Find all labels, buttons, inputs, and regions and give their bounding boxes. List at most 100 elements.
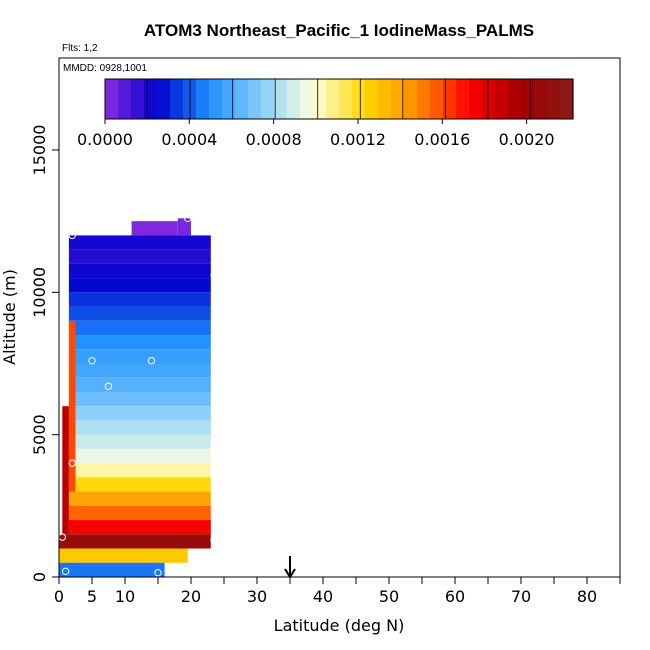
colorbar-swatch — [196, 79, 210, 119]
colorbar-swatch — [560, 79, 574, 119]
colorbar-swatch — [248, 79, 262, 119]
colorbar-tick-label: 0.0012 — [330, 130, 386, 149]
sample-points — [58, 214, 218, 577]
colorbar-swatch — [261, 79, 275, 119]
colorbar-swatch — [235, 79, 249, 119]
x-tick-label: 5 — [87, 587, 97, 606]
latitude-marker-arrow — [284, 556, 296, 579]
heatmap-cell — [59, 534, 211, 549]
x-tick-label: 80 — [577, 587, 597, 606]
colorbar-swatch — [430, 79, 444, 119]
colorbar-swatch — [326, 79, 340, 119]
heatmap-cell — [68, 406, 211, 421]
heatmap-cell — [68, 463, 211, 478]
heatmap-cell — [68, 263, 211, 279]
sample-point — [147, 356, 156, 365]
heatmap-cell — [68, 391, 211, 407]
sample-point — [210, 271, 218, 279]
colorbar-swatch — [508, 79, 522, 119]
colorbar-swatch — [378, 79, 392, 119]
colorbar-swatch — [131, 79, 145, 119]
y-tick-label: 10000 — [30, 267, 49, 318]
x-tick-label: 10 — [115, 587, 135, 606]
heatmap-cell — [68, 349, 211, 364]
heatmap-cell — [68, 292, 211, 307]
x-axis-label: Latitude (deg N) — [274, 616, 405, 635]
x-tick-label: 30 — [247, 587, 267, 606]
colorbar-tick-label: 0.0004 — [161, 130, 217, 149]
x-tick-label: 70 — [511, 587, 531, 606]
colorbar-swatch — [482, 79, 496, 119]
sample-point — [68, 231, 76, 240]
colorbar-swatch — [118, 79, 132, 119]
y-axis: 0 5000 10000 15000 — [30, 125, 59, 582]
heatmap-cell — [68, 491, 211, 506]
heatmap-cell — [59, 548, 188, 563]
arrow-head — [284, 568, 296, 579]
colorbar-tick-label: 0.0000 — [77, 130, 133, 149]
sample-point — [184, 214, 192, 223]
y-tick-label: 0 — [30, 572, 49, 582]
x-tick-label: 60 — [445, 587, 465, 606]
colorbar-swatch — [534, 79, 548, 119]
heatmap-cell — [68, 306, 211, 321]
heatmap-cell — [68, 278, 211, 293]
sample-point — [68, 459, 76, 467]
colorbar-swatch — [365, 79, 379, 119]
colorbar-swatch — [287, 79, 301, 119]
colorbar-swatch — [443, 79, 457, 119]
heatmap-cell — [68, 320, 211, 336]
colorbar-swatch — [547, 79, 561, 119]
colorbar-swatch — [495, 79, 509, 119]
heatmap-cell — [68, 477, 211, 492]
colorbar-swatch — [469, 79, 483, 119]
colorbar-swatch — [157, 79, 171, 119]
heatmap-cell — [68, 377, 211, 392]
heatmap-cell — [68, 448, 211, 464]
x-tick-label: 50 — [379, 587, 399, 606]
y-axis-label: Altitude (m) — [0, 269, 19, 365]
colorbar-swatch — [313, 79, 327, 119]
heatmap-cell — [68, 520, 211, 535]
colorbar-tick-label: 0.0016 — [414, 130, 470, 149]
colorbar-swatch — [404, 79, 418, 119]
x-axis: 0 5 10 20 30 40 50 60 70 80 — [54, 577, 621, 606]
colorbar-swatch — [417, 79, 431, 119]
colorbar-swatch — [170, 79, 184, 119]
x-tick-label: 40 — [313, 587, 333, 606]
colorbar-frame — [104, 78, 574, 120]
heatmap-cell — [59, 562, 165, 577]
colorbar-tick-label: 0.0008 — [246, 130, 302, 149]
colorbar-swatch — [144, 79, 158, 119]
colorbar-swatch — [209, 79, 223, 119]
heatmap-cell — [177, 218, 191, 236]
chart-subtitle: Flts: 1,2 — [62, 43, 98, 54]
heatmap-cell — [68, 363, 211, 378]
x-tick-label: 0 — [54, 587, 64, 606]
heatmap-cells — [59, 218, 211, 577]
heatmap-cell — [62, 406, 69, 535]
colorbar-swatch — [300, 79, 314, 119]
colorbar-swatch — [274, 79, 288, 119]
heatmap-cell — [68, 335, 211, 350]
colorbar-swatch — [391, 79, 405, 119]
heatmap-cell — [68, 420, 211, 435]
colorbar-swatch — [352, 79, 366, 119]
heatmap-cell — [68, 249, 211, 264]
colorbar: 0.0000 0.0004 0.0008 0.0012 0.0016 0.0020 — [77, 78, 574, 149]
colorbar-swatch — [222, 79, 236, 119]
sample-point — [154, 569, 162, 577]
date-annotation: MMDD: 0928,1001 — [63, 63, 147, 74]
colorbar-swatch — [105, 79, 119, 119]
plot-frame — [58, 57, 621, 578]
sample-point — [104, 382, 113, 390]
sample-point — [210, 536, 218, 544]
sample-point — [61, 567, 70, 576]
colorbar-swatch — [456, 79, 470, 119]
chart-title: ATOM3 Northeast_Pacific_1 IodineMass_PAL… — [144, 21, 534, 40]
heatmap-cell — [68, 434, 211, 449]
y-tick-label: 15000 — [30, 125, 49, 176]
colorbar-swatch — [521, 79, 535, 119]
colorbar-tick-label: 0.0020 — [499, 130, 555, 149]
